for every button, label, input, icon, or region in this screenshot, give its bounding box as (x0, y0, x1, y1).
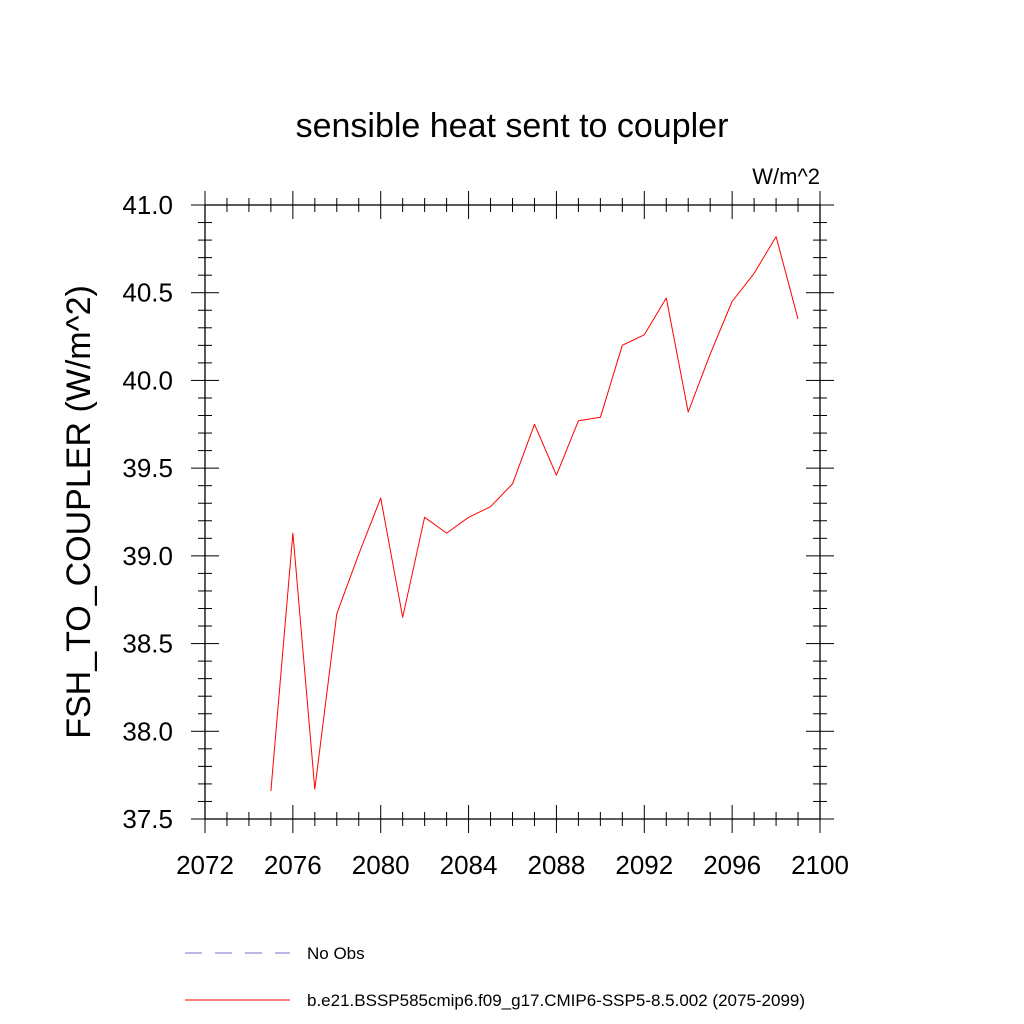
series-lines (270, 236, 799, 791)
y-tick-label: 38.0 (122, 716, 173, 746)
y-tick-label: 38.5 (122, 629, 173, 659)
series-line (270, 236, 799, 791)
legend-label-no-obs: No Obs (307, 944, 365, 963)
x-tick-label: 2076 (264, 850, 322, 880)
y-axis-label: FSH_TO_COUPLER (W/m^2) (60, 285, 98, 739)
y-tick-label: 40.0 (122, 365, 173, 395)
y-tick-label: 41.0 (122, 190, 173, 220)
y-tick-label: 37.5 (122, 804, 173, 834)
legend: No Obs b.e21.BSSP585cmip6.f09_g17.CMIP6-… (185, 944, 805, 1010)
x-tick-label: 2096 (703, 850, 761, 880)
x-tick-label: 2100 (791, 850, 849, 880)
chart-title: sensible heat sent to coupler (296, 107, 729, 145)
y-axis-tick-labels: 37.5 38.0 38.5 39.0 39.5 40.0 40.5 41.0 (122, 190, 173, 834)
x-tick-label: 2072 (176, 850, 234, 880)
axis-ticks (191, 191, 834, 833)
y-tick-label: 39.0 (122, 541, 173, 571)
x-tick-label: 2080 (352, 850, 410, 880)
y-tick-label: 40.5 (122, 278, 173, 308)
y-tick-label: 39.5 (122, 453, 173, 483)
x-tick-label: 2088 (528, 850, 586, 880)
x-tick-label: 2092 (615, 850, 673, 880)
legend-label-ssp585: b.e21.BSSP585cmip6.f09_g17.CMIP6-SSP5-8.… (307, 991, 805, 1010)
x-axis-tick-labels: 2072 2076 2080 2084 2088 2092 2096 2100 (176, 850, 849, 880)
units-label: W/m^2 (752, 164, 820, 189)
x-tick-label: 2084 (440, 850, 498, 880)
